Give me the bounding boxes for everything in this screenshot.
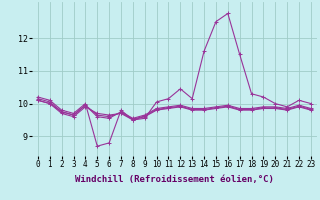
X-axis label: Windchill (Refroidissement éolien,°C): Windchill (Refroidissement éolien,°C)	[75, 175, 274, 184]
